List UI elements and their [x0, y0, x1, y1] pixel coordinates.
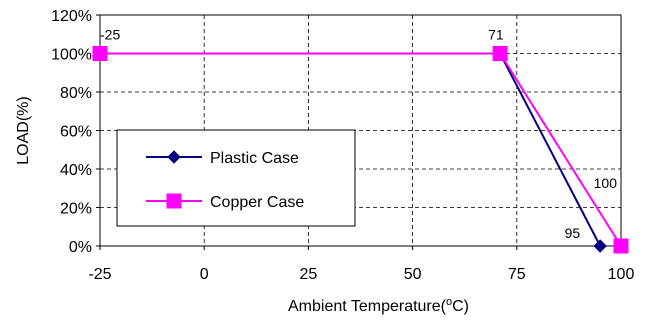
y-tick-label: 20%	[60, 201, 92, 218]
y-axis-title: LOAD(%)	[15, 96, 32, 164]
y-tick-label: 120%	[51, 8, 92, 25]
x-tick-label: 50	[404, 266, 422, 283]
data-point	[92, 46, 108, 61]
x-axis-title: Ambient Temperature(oC)	[288, 296, 469, 315]
x-tick-label: 75	[508, 266, 526, 283]
data-point	[613, 238, 629, 254]
series	[92, 46, 629, 254]
x-axis-title-main: Ambient Temperature(	[288, 298, 447, 315]
legend-box	[116, 129, 356, 227]
x-axis-title-degree: o	[446, 296, 452, 308]
legend-label: Copper Case	[210, 194, 304, 211]
x-axis-title-unit: C)	[452, 298, 469, 315]
y-tick-label: 80%	[60, 85, 92, 102]
x-tick-label: -25	[88, 266, 111, 283]
legend-label: Plastic Case	[210, 150, 299, 167]
x-tick-label: 100	[608, 266, 635, 283]
series-copper-case	[92, 46, 629, 254]
y-tick-label: 60%	[60, 124, 92, 141]
data-point	[492, 46, 508, 61]
x-tick-label: 25	[300, 266, 318, 283]
y-tick-label: 0%	[69, 239, 92, 256]
x-tick-label: 0	[200, 266, 209, 283]
legend: Plastic Case Copper Case	[116, 129, 356, 227]
y-tick-label: 100%	[51, 47, 92, 64]
data-point	[593, 239, 607, 253]
axis-ticks: 0% 20% 40% 60% 80% 100% 120% -25 0 25 50 75 100	[51, 8, 634, 283]
data-annotation: 95	[565, 225, 581, 241]
y-tick-label: 40%	[60, 162, 92, 179]
data-annotation: 100	[594, 175, 618, 191]
legend-marker	[167, 150, 181, 164]
data-annotation: 71	[488, 27, 504, 43]
data-annotation: -25	[100, 27, 120, 43]
annotations: -25 71 95 100	[100, 27, 617, 242]
legend-marker	[166, 193, 182, 209]
